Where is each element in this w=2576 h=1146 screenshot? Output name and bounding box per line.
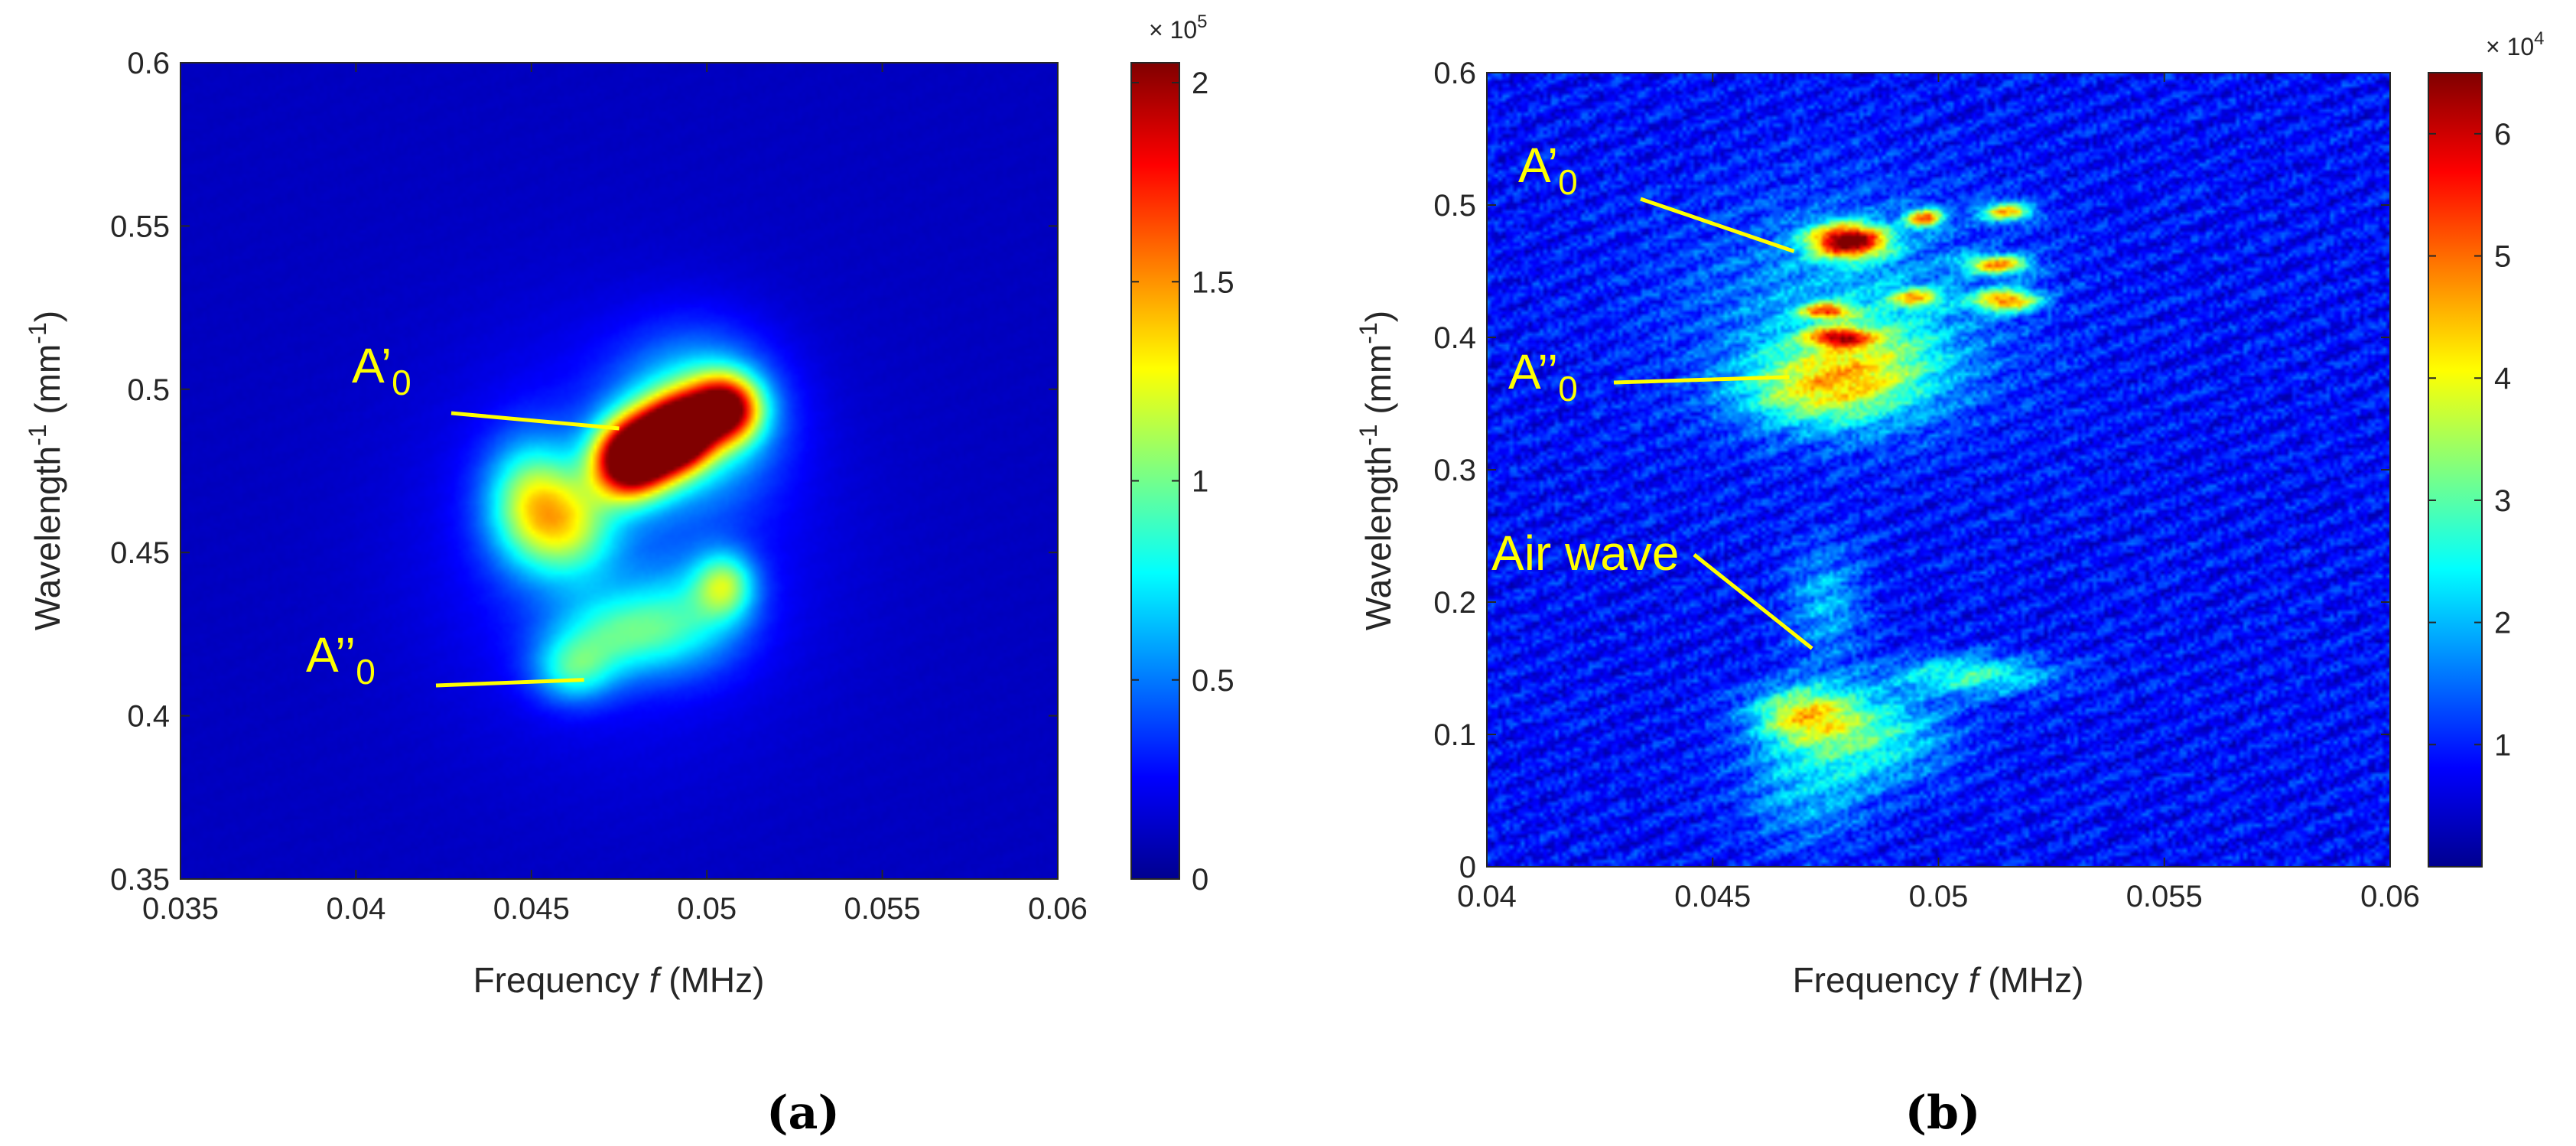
colorbar-tick-label: 0 xyxy=(1192,863,1208,897)
colorbar-tick-label: 0.5 xyxy=(1192,664,1234,698)
tick-group-b: 0.04 0.045 0.05 0.055 0.06 0 0.1 0.2 0.3 0.4 0.5 0.… xyxy=(1433,57,2420,913)
y-tick-label: 0.4 xyxy=(1433,321,1476,355)
x-tick-label: 0.05 xyxy=(1909,880,1969,913)
x-tick-label: 0.06 xyxy=(1028,892,1088,926)
colorbar-tick-label: 6 xyxy=(2494,118,2511,151)
annotation-leader-line xyxy=(1613,375,1790,385)
annotation-label: A’0 xyxy=(352,338,411,402)
colorbar-tick-label: 1 xyxy=(2494,728,2511,762)
y-tick-label: 0.35 xyxy=(110,863,170,897)
colorbar-tick-label: 3 xyxy=(2494,484,2511,518)
colorbar-ticks-a: 0 0.5 1 1.5 2 xyxy=(1131,67,1234,897)
plot-frame-a xyxy=(180,62,1059,880)
x-axis-label-a: Frequency f (MHz) xyxy=(473,960,765,1000)
x-axis-label-b: Frequency f (MHz) xyxy=(1793,960,2084,1000)
x-tick-label: 0.055 xyxy=(2126,880,2203,913)
y-tick-label: 0.6 xyxy=(127,47,170,80)
annotation-leader-line xyxy=(1640,197,1795,253)
colorbar-tick-label: 2 xyxy=(2494,607,2511,640)
annotation-group-a: A’0 A’’0 xyxy=(306,338,620,692)
colorbar-tick-label: 1.5 xyxy=(1192,265,1234,299)
x-tick-label: 0.04 xyxy=(1457,880,1517,913)
x-tick-label: 0.035 xyxy=(142,892,219,926)
x-tick-label: 0.055 xyxy=(844,892,921,926)
panel-a: 0.035 0.04 0.045 0.05 0.055 0.06 0.35 0.4 0.45 0.… xyxy=(24,11,1234,1140)
panel-b: 0.04 0.045 0.05 0.055 0.06 0 0.1 0.2 0.3 0.4 0.5 0.… xyxy=(1355,28,2545,1140)
y-tick-label: 0.6 xyxy=(1433,57,1476,90)
y-axis-label-a: Wavelength-1 (mm-1) xyxy=(24,311,67,630)
y-axis-label-b: Wavelength-1 (mm-1) xyxy=(1355,311,1398,630)
colorbar-ticks-b: 1 2 3 4 5 6 xyxy=(2428,118,2511,762)
x-tick-label: 0.045 xyxy=(1674,880,1751,913)
annotation-leader-line xyxy=(1693,553,1813,650)
x-tick-label: 0.045 xyxy=(493,892,570,926)
colorbar-tick-label: 4 xyxy=(2494,362,2511,396)
colorbar-a xyxy=(1130,62,1180,880)
y-tick-label: 0.1 xyxy=(1433,718,1476,752)
y-tick-label: 0.3 xyxy=(1433,454,1476,487)
annotation-group-b: A’0 A’’0 Air wave xyxy=(1491,138,1813,650)
colorbar-multiplier-a: × 105 xyxy=(1149,11,1208,44)
annotation-label: A’0 xyxy=(1518,138,1578,202)
colorbar-tick-label: 1 xyxy=(1192,465,1208,499)
panel-caption-b: (b) xyxy=(1905,1086,1981,1140)
annotation-label: Air wave xyxy=(1491,526,1679,581)
annotation-leader-line xyxy=(450,411,620,431)
heatmap-a-image xyxy=(181,63,1058,879)
y-tick-label: 0.55 xyxy=(110,210,170,243)
x-tick-label: 0.04 xyxy=(326,892,385,926)
colorbar-multiplier-b: × 104 xyxy=(2486,28,2545,60)
y-tick-label: 0.4 xyxy=(127,700,170,734)
annotation-leader-line xyxy=(435,678,584,688)
annotation-label: A’’0 xyxy=(1508,344,1578,409)
y-tick-label: 0 xyxy=(1459,851,1476,884)
y-tick-label: 0.2 xyxy=(1433,586,1476,620)
x-tick-label: 0.05 xyxy=(677,892,737,926)
colorbar-tick-label: 5 xyxy=(2494,240,2511,274)
annotation-label: A’’0 xyxy=(306,627,376,692)
colorbar-tick-label: 2 xyxy=(1192,67,1208,100)
x-tick-label: 0.06 xyxy=(2360,880,2420,913)
colorbar-b xyxy=(2428,72,2483,868)
tick-group-a: 0.035 0.04 0.045 0.05 0.055 0.06 0.35 0.4 0.45 0.… xyxy=(110,47,1088,926)
y-tick-label: 0.45 xyxy=(110,536,170,570)
panel-caption-a: (a) xyxy=(766,1086,840,1140)
y-tick-label: 0.5 xyxy=(127,373,170,407)
heatmap-b-image xyxy=(1487,73,2390,867)
y-tick-label: 0.5 xyxy=(1433,189,1476,223)
